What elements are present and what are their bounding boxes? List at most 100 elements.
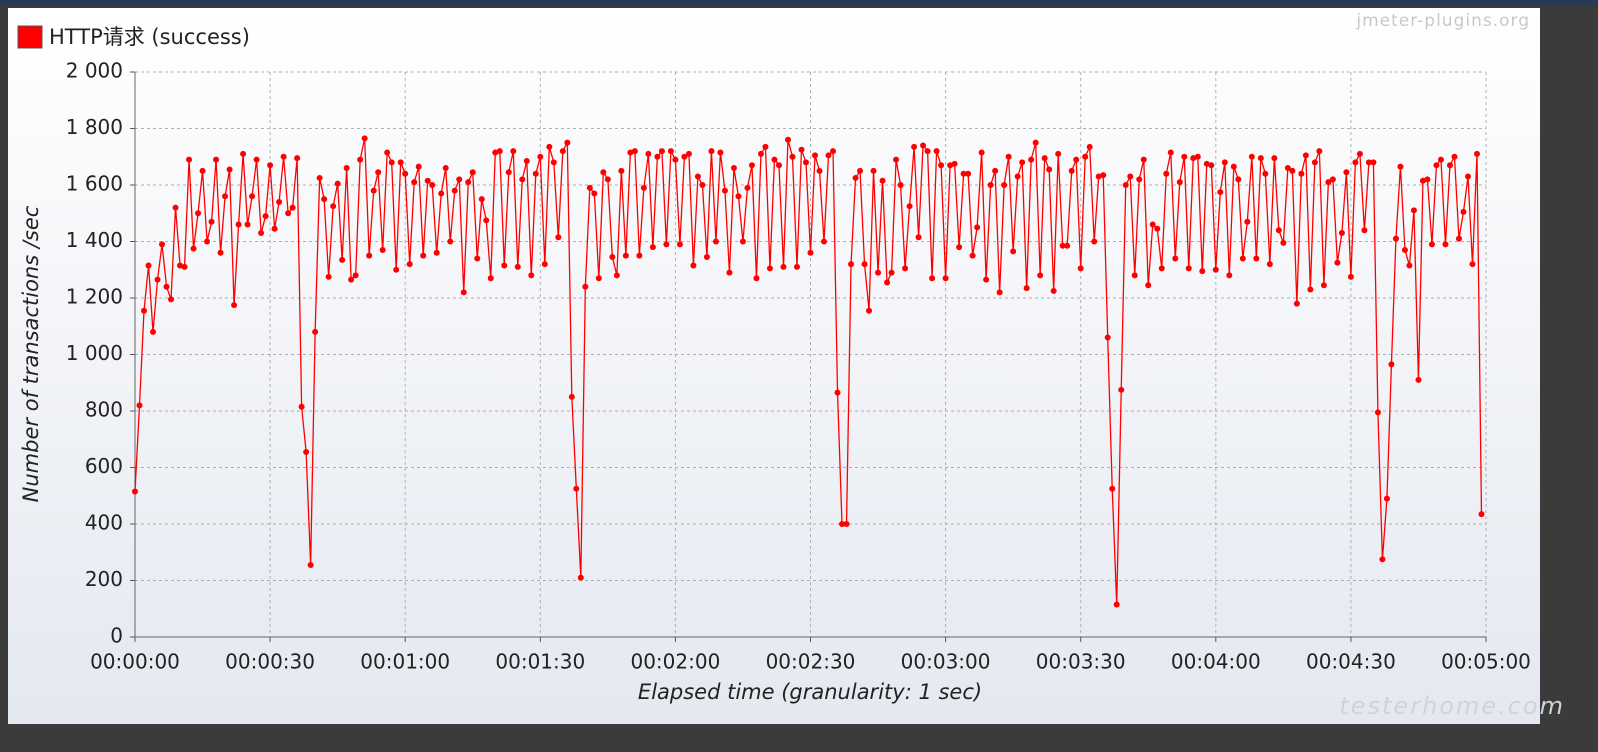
data-point bbox=[1118, 386, 1125, 393]
data-point bbox=[1271, 155, 1278, 162]
data-point bbox=[802, 159, 809, 166]
data-point bbox=[848, 261, 855, 268]
data-point bbox=[1073, 156, 1080, 163]
data-point bbox=[249, 193, 256, 200]
data-point bbox=[1221, 159, 1228, 166]
watermark-2: testerhome.com bbox=[1339, 692, 1565, 720]
data-point bbox=[339, 256, 346, 263]
data-point bbox=[996, 289, 1003, 296]
data-point bbox=[1289, 167, 1296, 174]
data-point bbox=[190, 245, 197, 252]
data-point bbox=[978, 149, 985, 156]
data-point bbox=[555, 234, 562, 241]
data-point bbox=[1320, 282, 1327, 289]
data-point bbox=[1068, 167, 1075, 174]
data-point bbox=[1410, 207, 1417, 214]
x-tick-label: 00:04:00 bbox=[1171, 650, 1261, 674]
data-point bbox=[618, 167, 625, 174]
data-point bbox=[1199, 268, 1206, 275]
x-tick-label: 00:05:00 bbox=[1441, 650, 1531, 674]
data-point bbox=[631, 148, 638, 155]
watermark: jmeter-plugins.org bbox=[1355, 11, 1530, 31]
data-point bbox=[415, 163, 422, 170]
data-point bbox=[1046, 166, 1053, 173]
data-point bbox=[1181, 153, 1188, 160]
data-point bbox=[915, 234, 922, 241]
data-point bbox=[645, 150, 652, 157]
data-point bbox=[343, 165, 350, 172]
data-point bbox=[1361, 227, 1368, 234]
legend-label: HTTP请求 (success) bbox=[49, 25, 250, 49]
x-tick-label: 00:03:30 bbox=[1036, 650, 1126, 674]
data-point bbox=[1109, 485, 1116, 492]
data-point bbox=[1028, 156, 1035, 163]
data-point bbox=[1082, 153, 1089, 160]
data-point bbox=[1257, 155, 1264, 162]
data-point bbox=[532, 170, 539, 177]
data-point bbox=[289, 204, 296, 211]
data-point bbox=[280, 153, 287, 160]
data-point bbox=[929, 275, 936, 282]
data-point bbox=[1415, 376, 1422, 383]
data-point bbox=[420, 252, 427, 259]
data-point bbox=[397, 159, 404, 166]
data-point bbox=[1149, 221, 1156, 228]
data-point bbox=[1293, 300, 1300, 307]
data-point bbox=[1302, 152, 1309, 159]
data-point bbox=[474, 255, 481, 262]
data-point bbox=[974, 224, 981, 231]
data-point bbox=[1023, 285, 1030, 292]
data-point bbox=[1019, 159, 1026, 166]
data-point bbox=[568, 393, 575, 400]
data-point bbox=[987, 182, 994, 188]
data-point bbox=[1442, 241, 1449, 248]
data-point bbox=[298, 403, 305, 410]
series-line bbox=[134, 138, 1483, 605]
data-point bbox=[384, 149, 391, 156]
data-point bbox=[1365, 159, 1372, 166]
data-point bbox=[857, 167, 864, 174]
data-point bbox=[496, 148, 503, 155]
data-point bbox=[780, 263, 787, 270]
data-point bbox=[947, 162, 954, 169]
data-point bbox=[361, 135, 368, 142]
data-point bbox=[231, 302, 238, 309]
data-point bbox=[627, 149, 634, 156]
data-point bbox=[195, 210, 202, 217]
data-point bbox=[577, 574, 584, 581]
y-tick-label: 1 200 bbox=[66, 285, 123, 309]
data-point bbox=[956, 244, 963, 251]
y-tick-label: 1 400 bbox=[66, 228, 123, 252]
data-point bbox=[1217, 189, 1224, 196]
data-point bbox=[654, 153, 661, 160]
data-point bbox=[411, 179, 418, 186]
data-point bbox=[564, 139, 571, 146]
data-point bbox=[721, 187, 728, 194]
data-point bbox=[1262, 170, 1269, 177]
data-point bbox=[483, 217, 490, 224]
data-point bbox=[821, 238, 828, 245]
data-point bbox=[460, 289, 467, 296]
data-point bbox=[145, 262, 152, 269]
data-point bbox=[1424, 176, 1431, 183]
data-point bbox=[636, 252, 643, 259]
data-point bbox=[667, 148, 674, 155]
data-point bbox=[622, 252, 629, 259]
data-point bbox=[582, 283, 589, 290]
data-point bbox=[240, 150, 247, 157]
x-tick-label: 00:03:00 bbox=[901, 650, 991, 674]
data-point bbox=[789, 153, 796, 160]
data-point bbox=[501, 262, 508, 269]
data-point bbox=[1388, 361, 1395, 368]
data-point bbox=[1163, 170, 1170, 177]
data-point bbox=[1055, 150, 1062, 157]
data-point bbox=[816, 167, 823, 174]
data-point bbox=[690, 262, 697, 269]
data-point bbox=[379, 246, 386, 253]
data-point bbox=[172, 204, 179, 211]
data-point bbox=[366, 252, 373, 259]
data-point bbox=[906, 203, 913, 210]
data-point bbox=[866, 307, 873, 314]
data-point bbox=[1235, 176, 1242, 183]
